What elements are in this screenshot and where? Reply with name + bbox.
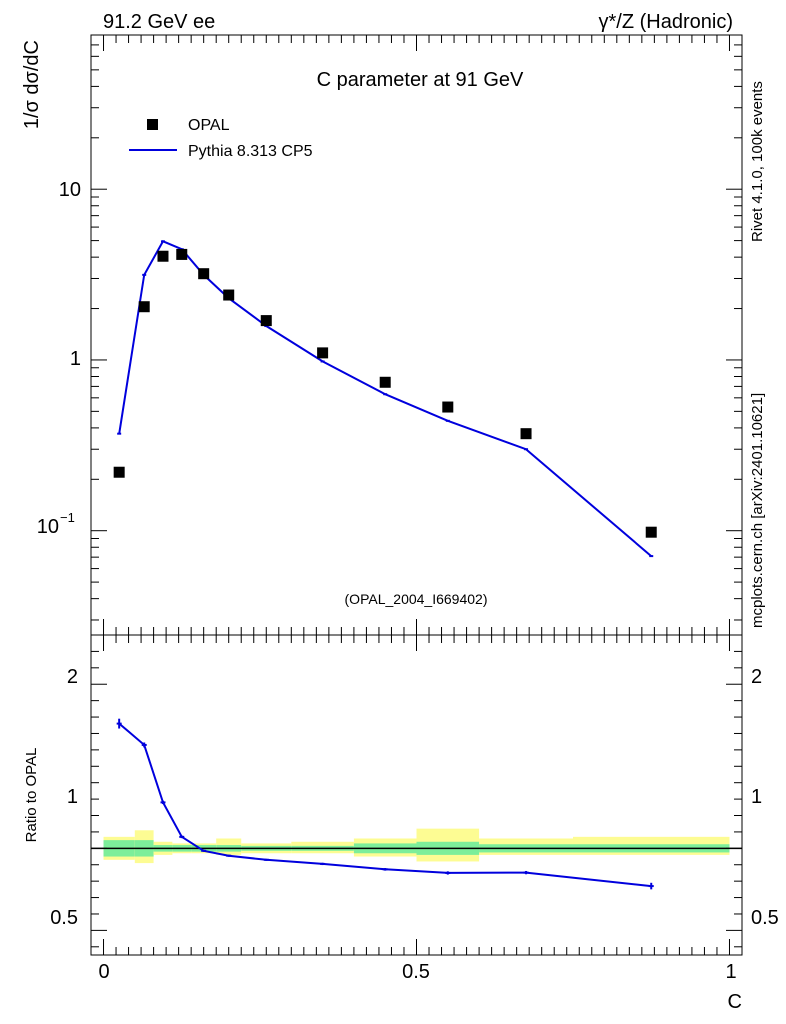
main-y-tick-labels: 10 1 10 −1 xyxy=(37,179,81,538)
x-axis-title: C xyxy=(728,991,742,1013)
data-point xyxy=(176,248,188,260)
legend-data-label: OPAL xyxy=(188,117,230,134)
data-point xyxy=(442,401,454,413)
mc-curve xyxy=(118,240,652,557)
ratio-y-tick-label-0.5-right: 0.5 xyxy=(751,907,779,929)
x-tick-label-0: 0 xyxy=(98,961,109,983)
main-y-tick-label-0.1-base: 10 xyxy=(37,516,59,538)
data-point xyxy=(317,347,329,359)
data-point xyxy=(138,301,150,313)
ratio-y-tick-label-0.5: 0.5 xyxy=(50,907,78,929)
ratio-panel-frame xyxy=(90,634,743,956)
ratio-y-tick-label-2: 2 xyxy=(67,666,78,688)
data-point xyxy=(645,526,657,538)
data-point xyxy=(223,289,235,301)
legend-data-marker xyxy=(147,119,158,130)
ratio-y-tick-labels: 2 1 0.5 2 1 0.5 xyxy=(50,666,779,929)
x-tick-label-1: 1 xyxy=(725,961,736,983)
chart-title: C parameter at 91 GeV xyxy=(317,69,524,91)
main-y-tick-label-0.1-exponent: −1 xyxy=(60,510,75,525)
data-point xyxy=(157,250,169,262)
header-right: γ*/Z (Hadronic) xyxy=(599,11,733,33)
main-y-tick-label-1: 1 xyxy=(70,348,81,370)
main-y-axis-title: 1/σ dσ/dC xyxy=(21,40,43,129)
data-point xyxy=(379,376,391,388)
legend-mc-label: Pythia 8.313 CP5 xyxy=(188,143,313,160)
ratio-series xyxy=(116,718,654,890)
data-point xyxy=(520,428,532,440)
ratio-y-tick-label-1: 1 xyxy=(67,786,78,808)
data-point xyxy=(260,315,272,327)
ratio-y-tick-label-1-right: 1 xyxy=(751,786,762,808)
data-point xyxy=(198,268,210,280)
rivet-version-label: Rivet 4.1.0, 100k events xyxy=(749,81,766,242)
data-point xyxy=(113,466,125,478)
ratio-y-tick-label-2-right: 2 xyxy=(751,666,762,688)
main-series xyxy=(113,240,657,558)
ratio-curve xyxy=(118,722,652,888)
header-left: 91.2 GeV ee xyxy=(103,11,215,33)
x-tick-label-0.5: 0.5 xyxy=(402,961,430,983)
source-label: mcplots.cern.ch [arXiv:2401.10621] xyxy=(749,393,766,628)
analysis-watermark: (OPAL_2004_I669402) xyxy=(345,591,488,607)
main-ticks xyxy=(91,34,742,635)
main-y-tick-label-10: 10 xyxy=(59,179,81,201)
x-tick-labels: 0 0.5 1 xyxy=(98,961,736,983)
legend: OPAL Pythia 8.313 CP5 xyxy=(129,117,313,160)
ratio-y-axis-title: Ratio to OPAL xyxy=(23,748,40,843)
ratio-ticks xyxy=(91,635,742,955)
